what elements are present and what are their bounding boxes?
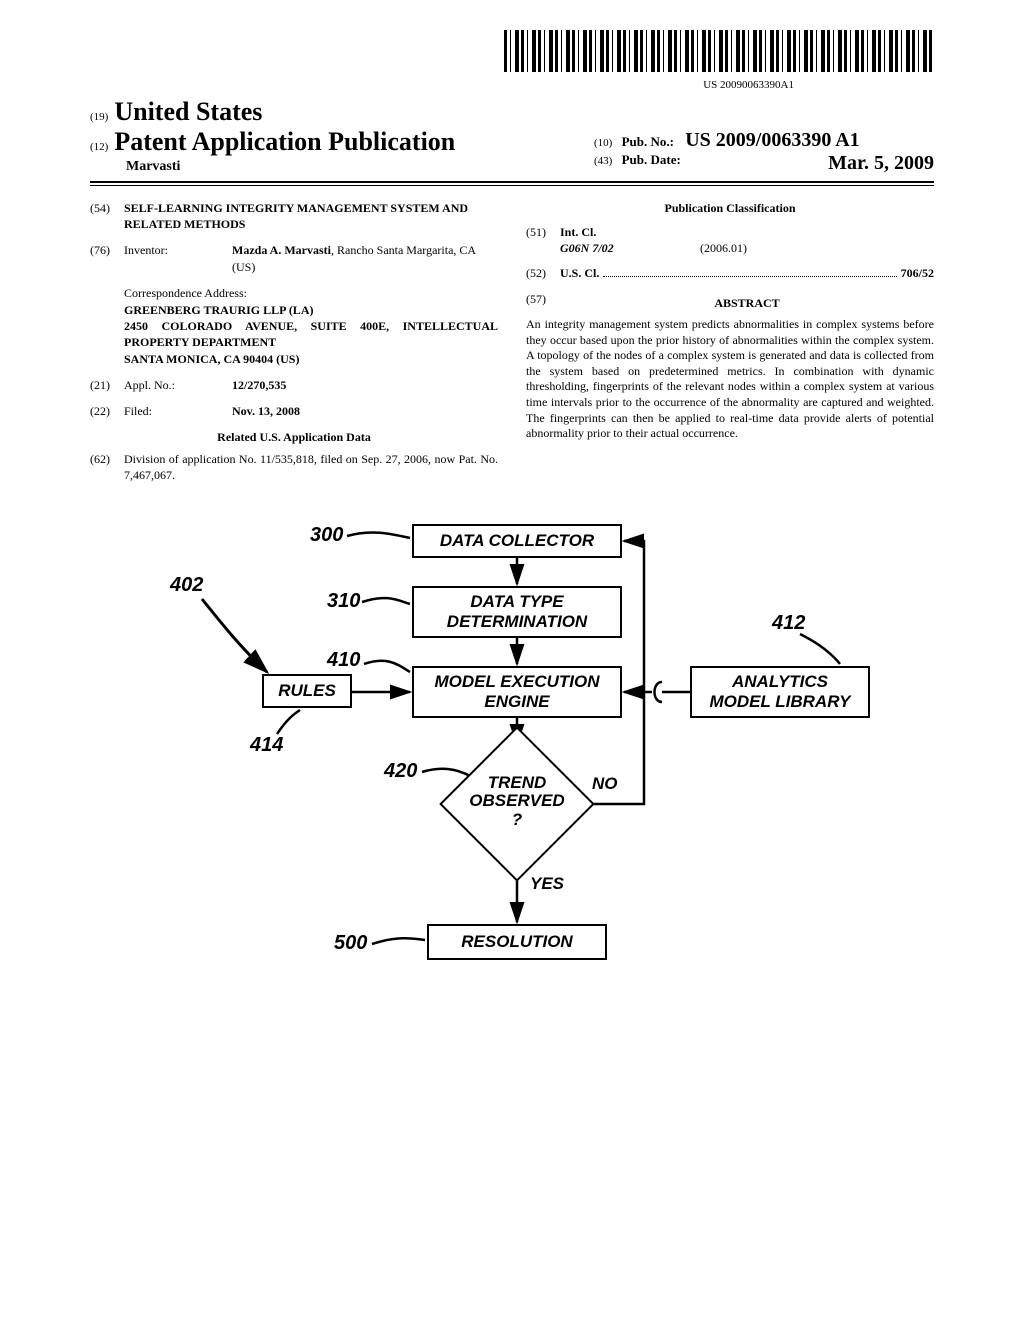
filed-code: (22)	[90, 403, 124, 419]
node-data-collector: DATA COLLECTOR	[412, 524, 622, 558]
node-label: RESOLUTION	[461, 932, 572, 952]
flowchart: DATA COLLECTOR 300 DATA TYPE DETERMINATI…	[132, 524, 892, 1004]
division-text: Division of application No. 11/535,818, …	[124, 451, 498, 483]
abstract-code: (57)	[526, 291, 560, 317]
node-label: MODEL EXECUTION ENGINE	[422, 672, 612, 711]
node-analytics-model-library: ANALYTICS MODEL LIBRARY	[690, 666, 870, 718]
related-heading: Related U.S. Application Data	[90, 429, 498, 445]
pubno-label: Pub. No.:	[622, 134, 674, 149]
filed-value: Nov. 13, 2008	[232, 403, 498, 419]
rule-thin	[90, 185, 934, 186]
inventor-code: (76)	[90, 242, 124, 274]
intcl-symbol: G06N 7/02	[560, 240, 700, 256]
inid-country: (19)	[90, 111, 108, 123]
abstract-heading: ABSTRACT	[560, 295, 934, 311]
label-yes: YES	[530, 874, 564, 894]
corr-label: Correspondence Address:	[124, 285, 498, 301]
node-data-type-determination: DATA TYPE DETERMINATION	[412, 586, 622, 638]
diamond-line2: OBSERVED	[469, 791, 564, 810]
uscl-label: U.S. Cl.	[560, 265, 599, 281]
ref-300: 300	[310, 524, 343, 547]
biblio-right: Publication Classification (51) Int. Cl.…	[526, 200, 934, 494]
appl-code: (21)	[90, 377, 124, 393]
uscl-code: (52)	[526, 265, 560, 281]
diamond-line3: ?	[512, 810, 522, 829]
inid-pubno: (10)	[594, 137, 612, 149]
patent-page: US 20090063390A1 (19) United States (12)…	[0, 0, 1024, 1044]
ref-412: 412	[772, 612, 805, 635]
correspondence-address: Correspondence Address: GREENBERG TRAURI…	[124, 285, 498, 367]
intcl-label: Int. Cl.	[560, 224, 620, 240]
division-code: (62)	[90, 451, 124, 483]
ref-410: 410	[327, 649, 360, 672]
inventor-value: Mazda A. Marvasti, Rancho Santa Margarit…	[232, 242, 498, 274]
ref-310: 310	[327, 590, 360, 613]
label-no: NO	[592, 774, 618, 794]
abstract-body: An integrity management system predicts …	[526, 317, 934, 442]
corr-line3: SANTA MONICA, CA 90404 (US)	[124, 351, 498, 367]
barcode	[504, 30, 934, 72]
filed-label: Filed:	[124, 403, 232, 419]
ref-500: 500	[334, 932, 367, 955]
intcl-code: (51)	[526, 224, 560, 240]
title-code: (54)	[90, 200, 124, 232]
diamond-text: TREND OBSERVED ?	[442, 774, 592, 830]
classification-heading: Publication Classification	[526, 200, 934, 216]
inid-pubdate: (43)	[594, 155, 612, 167]
diamond-line1: TREND	[488, 773, 547, 792]
pubdate-value: Mar. 5, 2009	[828, 152, 934, 175]
biblio-left: (54) SELF-LEARNING INTEGRITY MANAGEMENT …	[90, 200, 498, 494]
inventor-name: Mazda A. Marvasti	[232, 243, 331, 257]
uscl-leader-dots	[603, 275, 896, 277]
node-label: DATA TYPE DETERMINATION	[422, 592, 612, 631]
node-label: RULES	[278, 681, 336, 701]
pubdate-label: Pub. Date:	[622, 152, 681, 167]
node-resolution: RESOLUTION	[427, 924, 607, 960]
ref-414: 414	[250, 734, 283, 757]
publication-type: Patent Application Publication	[114, 127, 455, 157]
node-label: ANALYTICS MODEL LIBRARY	[700, 672, 860, 711]
ref-420: 420	[384, 760, 417, 783]
barcode-area: US 20090063390A1	[90, 30, 934, 91]
appl-value: 12/270,535	[232, 377, 498, 393]
node-rules: RULES	[262, 674, 352, 708]
header-block: (19) United States (12) Patent Applicati…	[90, 97, 934, 175]
rule-thick	[90, 181, 934, 183]
country: United States	[114, 97, 262, 127]
invention-title: SELF-LEARNING INTEGRITY MANAGEMENT SYSTE…	[124, 200, 498, 232]
appl-label: Appl. No.:	[124, 377, 232, 393]
figure-wrap: DATA COLLECTOR 300 DATA TYPE DETERMINATI…	[90, 524, 934, 1004]
corr-line1: GREENBERG TRAURIG LLP (LA)	[124, 302, 498, 318]
ref-402: 402	[170, 574, 203, 597]
inventor-label: Inventor:	[124, 242, 232, 274]
node-model-execution-engine: MODEL EXECUTION ENGINE	[412, 666, 622, 718]
intcl-version: (2006.01)	[700, 240, 747, 256]
pubno-value: US 2009/0063390 A1	[685, 129, 859, 151]
inid-pubtype: (12)	[90, 141, 108, 153]
inventor-surname: Marvasti	[126, 159, 455, 175]
barcode-number: US 20090063390A1	[90, 79, 794, 91]
bibliographic-data: (54) SELF-LEARNING INTEGRITY MANAGEMENT …	[90, 200, 934, 494]
uscl-value: 706/52	[901, 265, 934, 281]
node-label: DATA COLLECTOR	[440, 531, 594, 551]
corr-line2: 2450 COLORADO AVENUE, SUITE 400E, INTELL…	[124, 318, 498, 350]
